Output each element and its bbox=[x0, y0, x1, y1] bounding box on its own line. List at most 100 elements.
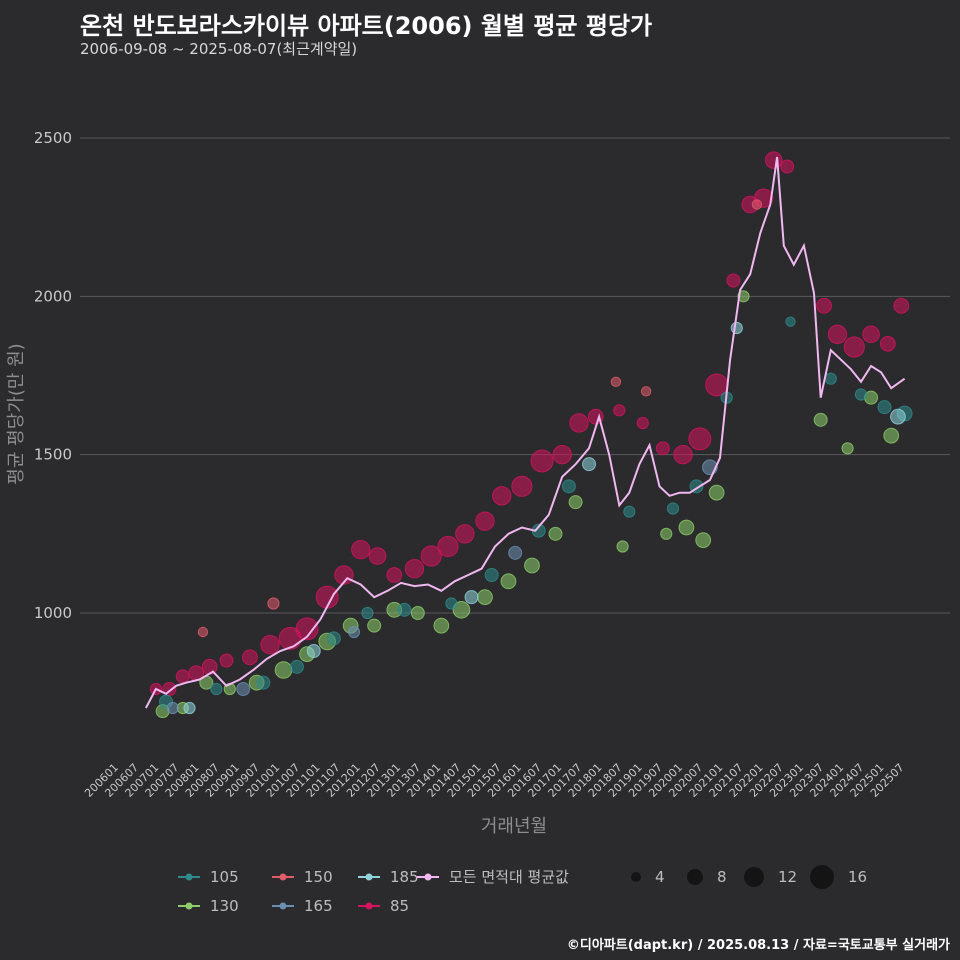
size-legend-circle bbox=[687, 869, 703, 885]
point-85 bbox=[492, 486, 512, 506]
point-150 bbox=[267, 597, 280, 610]
legend: 105 150 185 모든 면적대 평균값 130 165 85 bbox=[178, 868, 569, 915]
legend-item: 모든 면적대 평균값 bbox=[417, 868, 569, 886]
size-legend-circle bbox=[631, 872, 641, 882]
point-85 bbox=[386, 567, 403, 583]
point-85 bbox=[655, 441, 670, 456]
point-85 bbox=[295, 617, 319, 641]
point-85 bbox=[475, 511, 495, 531]
y-tick-label: 1500 bbox=[34, 446, 72, 464]
legend-item: 130 bbox=[178, 897, 239, 915]
average-price-line bbox=[145, 156, 906, 709]
point-150 bbox=[610, 376, 622, 388]
point-130 bbox=[813, 412, 828, 427]
point-185 bbox=[183, 701, 196, 715]
size-legend-label: 16 bbox=[848, 868, 867, 886]
point-130 bbox=[883, 427, 900, 444]
y-axis-ticks: 1000 1500 2000 2500 bbox=[34, 129, 72, 622]
size-legend-item: 4 bbox=[631, 868, 665, 886]
point-130 bbox=[367, 618, 382, 633]
legend-label: 모든 면적대 평균값 bbox=[449, 868, 569, 886]
point-105 bbox=[397, 602, 412, 617]
point-130 bbox=[708, 484, 725, 501]
point-105 bbox=[210, 682, 223, 696]
point-85 bbox=[368, 547, 387, 565]
point-185 bbox=[890, 408, 906, 425]
point-85 bbox=[437, 535, 459, 558]
point-85 bbox=[201, 658, 218, 675]
size-legend-item: 8 bbox=[687, 868, 727, 886]
chart-title: 온천 반도보라스카이뷰 아파트(2006) 월별 평균 평당가 bbox=[80, 12, 653, 40]
point-85 bbox=[162, 682, 177, 696]
point-130 bbox=[660, 527, 673, 540]
legend-label: 105 bbox=[210, 868, 239, 886]
point-130 bbox=[678, 519, 695, 536]
point-130 bbox=[616, 540, 629, 553]
legend-label: 165 bbox=[304, 897, 333, 915]
point-130 bbox=[548, 526, 563, 541]
point-130 bbox=[524, 557, 540, 574]
point-85 bbox=[827, 324, 848, 345]
point-185 bbox=[582, 457, 597, 472]
point-85 bbox=[843, 336, 865, 358]
legend-marker bbox=[185, 873, 193, 881]
point-85 bbox=[816, 297, 832, 314]
point-165 bbox=[236, 682, 251, 696]
legend-label: 150 bbox=[304, 868, 333, 886]
size-legend-circle bbox=[810, 865, 834, 889]
point-130 bbox=[500, 573, 517, 590]
legend-marker bbox=[279, 873, 287, 881]
point-85 bbox=[351, 539, 371, 560]
legend-item: 85 bbox=[358, 897, 409, 915]
point-165 bbox=[508, 545, 523, 560]
legend-item: 105 bbox=[178, 868, 239, 886]
point-130 bbox=[737, 290, 750, 303]
point-105 bbox=[785, 316, 796, 327]
point-165 bbox=[347, 625, 361, 639]
point-105 bbox=[484, 568, 499, 582]
point-105 bbox=[326, 631, 341, 646]
point-85 bbox=[726, 273, 741, 288]
point-105 bbox=[289, 659, 304, 674]
y-tick-label: 2000 bbox=[34, 287, 72, 305]
scatter-points bbox=[149, 151, 913, 719]
point-85 bbox=[569, 413, 589, 433]
y-tick-label: 2500 bbox=[34, 129, 72, 147]
point-85 bbox=[636, 416, 649, 430]
point-85 bbox=[260, 634, 280, 655]
legend-label: 185 bbox=[390, 868, 419, 886]
point-85 bbox=[688, 427, 712, 451]
point-85 bbox=[420, 545, 442, 567]
point-150 bbox=[197, 626, 209, 638]
point-185 bbox=[306, 644, 321, 658]
point-85 bbox=[242, 649, 258, 666]
point-185 bbox=[464, 590, 479, 605]
point-130 bbox=[695, 532, 712, 549]
point-105 bbox=[561, 479, 576, 494]
size-legend-circle bbox=[744, 867, 764, 887]
point-85 bbox=[455, 524, 475, 544]
point-105 bbox=[445, 597, 458, 610]
data-credit: ©디아파트(dapt.kr) / 2025.08.13 / 자료=국토교통부 실… bbox=[566, 938, 950, 953]
grid-lines bbox=[80, 137, 950, 614]
point-85 bbox=[673, 444, 693, 465]
chart-subtitle: 2006-09-08 ~ 2025-08-07(최근계약일) bbox=[80, 40, 358, 58]
legend-marker bbox=[424, 873, 432, 881]
y-tick-label: 1000 bbox=[34, 604, 72, 622]
point-85 bbox=[780, 159, 795, 174]
point-105 bbox=[256, 675, 271, 690]
point-130 bbox=[433, 617, 450, 634]
legend-item: 185 bbox=[358, 868, 419, 886]
point-85 bbox=[862, 325, 880, 344]
point-85 bbox=[511, 475, 533, 497]
size-legend-item: 12 bbox=[744, 867, 797, 887]
point-85 bbox=[613, 404, 626, 417]
legend-marker bbox=[185, 902, 193, 910]
point-105 bbox=[854, 388, 868, 401]
point-130 bbox=[477, 589, 493, 606]
size-legend-label: 4 bbox=[655, 868, 665, 886]
point-85 bbox=[219, 653, 234, 668]
point-105 bbox=[824, 372, 837, 385]
point-85 bbox=[764, 151, 783, 169]
